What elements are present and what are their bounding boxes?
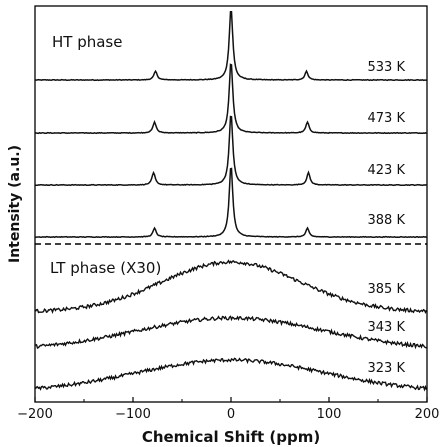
ht-phase-label: HT phase [52,33,122,51]
y-axis-title: Intensity (a.u.) [7,145,23,263]
x-tick-label: −100 [115,407,151,422]
ht-spectrum-line [35,115,427,187]
x-tick-label: 200 [415,407,440,422]
ht-temperature-label: 388 K [368,213,406,228]
lt-spectrum-line [34,357,428,392]
x-tick-label: 100 [317,407,342,422]
lt-temperature-label: 385 K [368,282,406,297]
ht-spectrum-line [35,63,427,135]
x-axis-title: Chemical Shift (ppm) [142,428,320,446]
lt-temperature-label: 323 K [368,361,406,376]
lt-temperature-label: 343 K [368,320,406,335]
ht-spectrum-line [35,10,427,82]
x-tick-label: −200 [17,407,53,422]
ht-temperature-label: 423 K [368,163,406,178]
ht-spectrum-line [35,167,427,239]
ht-temperature-label: 533 K [368,60,406,75]
lt-spectrum-line [34,259,428,315]
lt-spectrum-line [35,315,427,350]
ht-temperature-label: 473 K [368,111,406,126]
lt-phase-label: LT phase (X30) [50,259,161,277]
x-tick-label: 0 [227,407,235,422]
